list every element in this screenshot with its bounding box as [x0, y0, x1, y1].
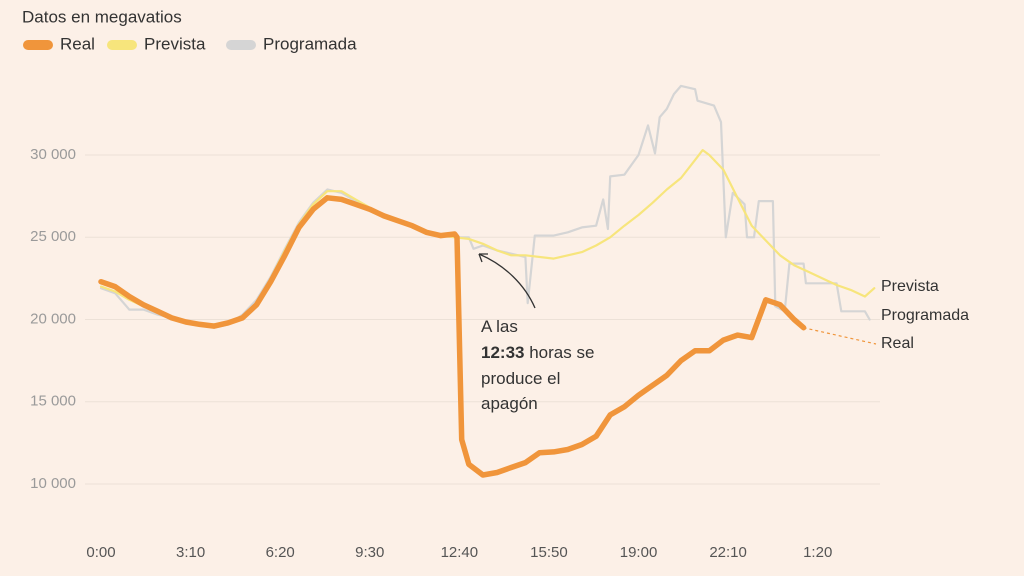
series-line	[99, 84, 871, 329]
y-tick-label: 10 000	[30, 475, 76, 492]
series-line	[98, 195, 807, 478]
x-tick-label: 3:10	[176, 544, 205, 561]
line-end-label: Prevista	[881, 278, 939, 295]
x-tick-label: 15:50	[530, 544, 568, 561]
lines: Real Prevista Programada	[98, 84, 969, 478]
label-connector	[803, 327, 877, 345]
x-tick-label: 12:40	[441, 544, 479, 561]
annotation: produce el	[481, 369, 560, 388]
legend-label: Real	[60, 34, 95, 53]
legend: Real Prevista Programada	[23, 34, 357, 53]
legend-label: Prevista	[144, 34, 206, 53]
legend-label: Programada	[263, 34, 357, 53]
annotation-arrow	[478, 253, 536, 309]
x-tick-label: 9:30	[355, 544, 384, 561]
grid: 10 000 15 000 20 000 25 000 30 000 0:00 3:10 6:…	[30, 146, 880, 561]
annotation: 12:33 horas se	[481, 343, 594, 362]
y-tick-label: 25 000	[30, 228, 76, 245]
annotation: apagón	[481, 394, 538, 413]
y-tick-label: 20 000	[30, 310, 76, 327]
x-tick-label: 19:00	[620, 544, 658, 561]
annotation: A las	[481, 317, 518, 336]
line-end-label: Real	[881, 335, 914, 352]
line-end-label: Programada	[881, 307, 969, 324]
x-tick-label: 6:20	[266, 544, 295, 561]
x-tick-label: 22:10	[709, 544, 747, 561]
y-tick-label: 15 000	[30, 393, 76, 410]
x-tick-label: 0:00	[86, 544, 115, 561]
chart-subtitle: Datos en megavatios	[22, 7, 182, 26]
annotation-arrowhead	[478, 253, 488, 263]
y-tick-label: 30 000	[30, 146, 76, 163]
x-tick-label: 1:20	[803, 544, 832, 561]
